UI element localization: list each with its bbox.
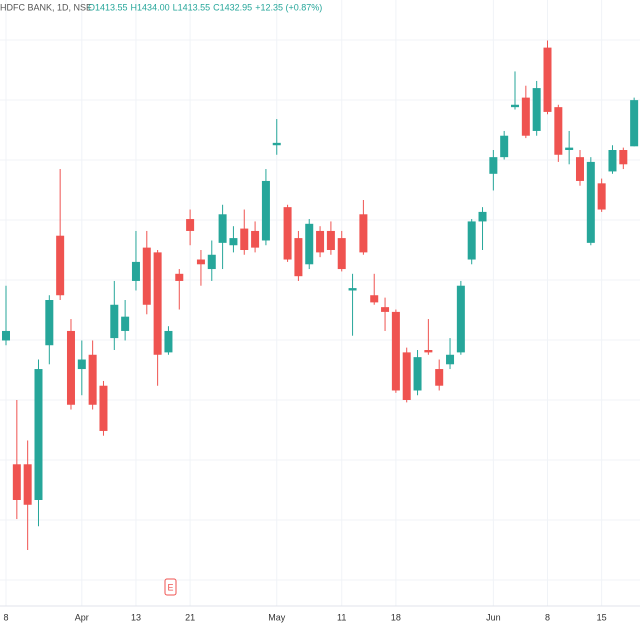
- candle-body: [402, 352, 411, 400]
- legend-value: O1413.55: [88, 2, 128, 12]
- candle-body: [326, 230, 335, 250]
- candle-body: [99, 385, 108, 431]
- candle-body: [359, 214, 368, 253]
- candle-body: [23, 464, 32, 505]
- candle-body: [348, 288, 357, 291]
- candle-body: [164, 330, 173, 353]
- x-tick-label: 8: [545, 612, 550, 622]
- candle-body: [251, 230, 260, 248]
- candle-body: [511, 104, 520, 108]
- candle-body: [467, 221, 476, 260]
- x-tick-label: 8: [3, 612, 8, 622]
- candle-body: [240, 228, 249, 250]
- legend-value: +12.35 (+0.87%): [255, 2, 322, 12]
- candle-body: [272, 142, 281, 146]
- earnings-label: E: [167, 582, 173, 592]
- candle-body: [77, 359, 86, 370]
- candle-body: [196, 259, 205, 265]
- candle-body: [56, 235, 65, 296]
- candle-body: [521, 97, 530, 136]
- candle-body: [565, 147, 574, 150]
- candle-body: [597, 183, 606, 210]
- candle-body: [88, 354, 97, 405]
- candle-body: [370, 295, 379, 303]
- legend-value: H1434.00: [131, 2, 170, 12]
- candle-body: [121, 316, 130, 331]
- candle-body: [229, 238, 238, 246]
- legend-value: L1413.55: [173, 2, 211, 12]
- candle-body: [283, 207, 292, 260]
- earnings-marker[interactable]: [164, 578, 177, 596]
- candle-body: [575, 157, 584, 181]
- candle-body: [305, 223, 314, 265]
- candle-body: [34, 369, 43, 500]
- candles: [2, 40, 639, 550]
- candle-body: [424, 350, 433, 353]
- candle-body: [489, 157, 498, 174]
- candle-body: [554, 107, 563, 155]
- x-tick-label: Apr: [75, 612, 89, 622]
- candle-body: [153, 252, 162, 355]
- candle-body: [630, 100, 639, 147]
- candle-body: [218, 214, 227, 243]
- candle-body: [294, 238, 303, 277]
- candle-body: [142, 247, 151, 305]
- x-tick-label: Jun: [486, 612, 501, 622]
- candle-body: [586, 161, 595, 243]
- x-tick-label: 21: [185, 612, 195, 622]
- candle-body: [207, 254, 216, 270]
- candle-body: [45, 300, 54, 346]
- x-tick-label: 11: [337, 612, 346, 622]
- candle-body: [532, 88, 541, 131]
- candle-body: [131, 261, 140, 281]
- candle-body: [2, 330, 10, 341]
- candle-body: [186, 219, 195, 231]
- candle-body: [500, 135, 509, 158]
- x-tick-label: 15: [597, 612, 607, 622]
- candle-body: [110, 304, 119, 339]
- candle-body: [413, 357, 422, 391]
- x-tick-label: 13: [131, 612, 141, 622]
- candle-body: [12, 464, 21, 500]
- candle-body: [435, 369, 444, 386]
- candle-body: [619, 150, 628, 165]
- candle-body: [543, 47, 552, 112]
- candle-body: [381, 307, 390, 312]
- ohlc-legend: O1413.55 H1434.00 L1413.55 C1432.95 +12.35 (…: [88, 2, 322, 12]
- candle-body: [261, 180, 270, 241]
- x-tick-label: 18: [391, 612, 401, 622]
- candle-body: [456, 285, 465, 353]
- candle-body: [478, 211, 487, 222]
- candle-body: [316, 230, 325, 253]
- candle-body: [175, 273, 184, 281]
- candle-body: [446, 354, 455, 365]
- candle-body: [337, 238, 346, 270]
- candle-body: [391, 311, 400, 391]
- chart-title: HDFC BANK, 1D, NSE: [0, 2, 92, 12]
- candle-body: [608, 150, 617, 172]
- candle-body: [66, 330, 75, 405]
- x-tick-label: May: [268, 612, 286, 622]
- legend-value: C1432.95: [213, 2, 252, 12]
